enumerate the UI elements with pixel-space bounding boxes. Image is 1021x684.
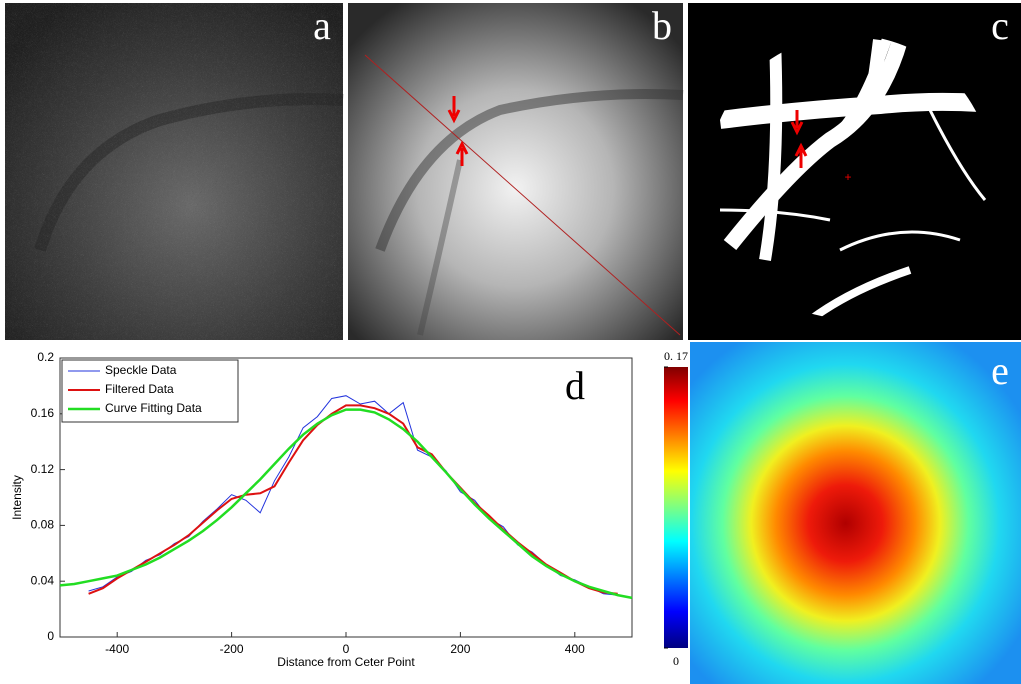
panel-label: b [652,3,672,48]
y-tick-label: 0 [47,629,54,643]
x-tick-label: 0 [343,642,350,656]
y-tick-label: 0.2 [37,350,54,364]
figure: a b + c 0 0.04 0.08 0.12 0.16 0.2 -400 -200 0 200… [0,0,1021,684]
x-tick-label: -200 [220,642,244,656]
y-tick-label: 0.12 [31,462,55,476]
center-mark: + [844,170,851,184]
panel-label: d [565,363,585,408]
x-tick-label: 200 [450,642,470,656]
x-axis-label: Distance from Ceter Point [277,655,415,669]
x-tick-label: -400 [105,642,129,656]
image-b [348,3,683,340]
speckle [5,3,343,340]
y-axis-label: Intensity [10,475,24,520]
y-tick-label: 0.08 [31,518,55,532]
panel-label: a [313,3,331,48]
colorbar [664,367,688,648]
page: a b + c 0 0.04 0.08 0.12 0.16 0.2 -400 -200 0 200… [0,0,1021,684]
legend-label: Speckle Data [105,363,177,377]
legend-label: Filtered Data [105,382,174,396]
panel-label: c [991,3,1009,48]
y-tick-label: 0.16 [31,406,55,420]
colorbar-label: 0. 17 [664,349,688,363]
y-tick-label: 0.04 [31,573,55,587]
x-tick-label: 400 [565,642,585,656]
colorbar-label: 0 [673,654,679,668]
heatmap [690,342,1021,684]
legend-label: Curve Fitting Data [105,401,202,415]
panel-label: e [991,348,1009,393]
